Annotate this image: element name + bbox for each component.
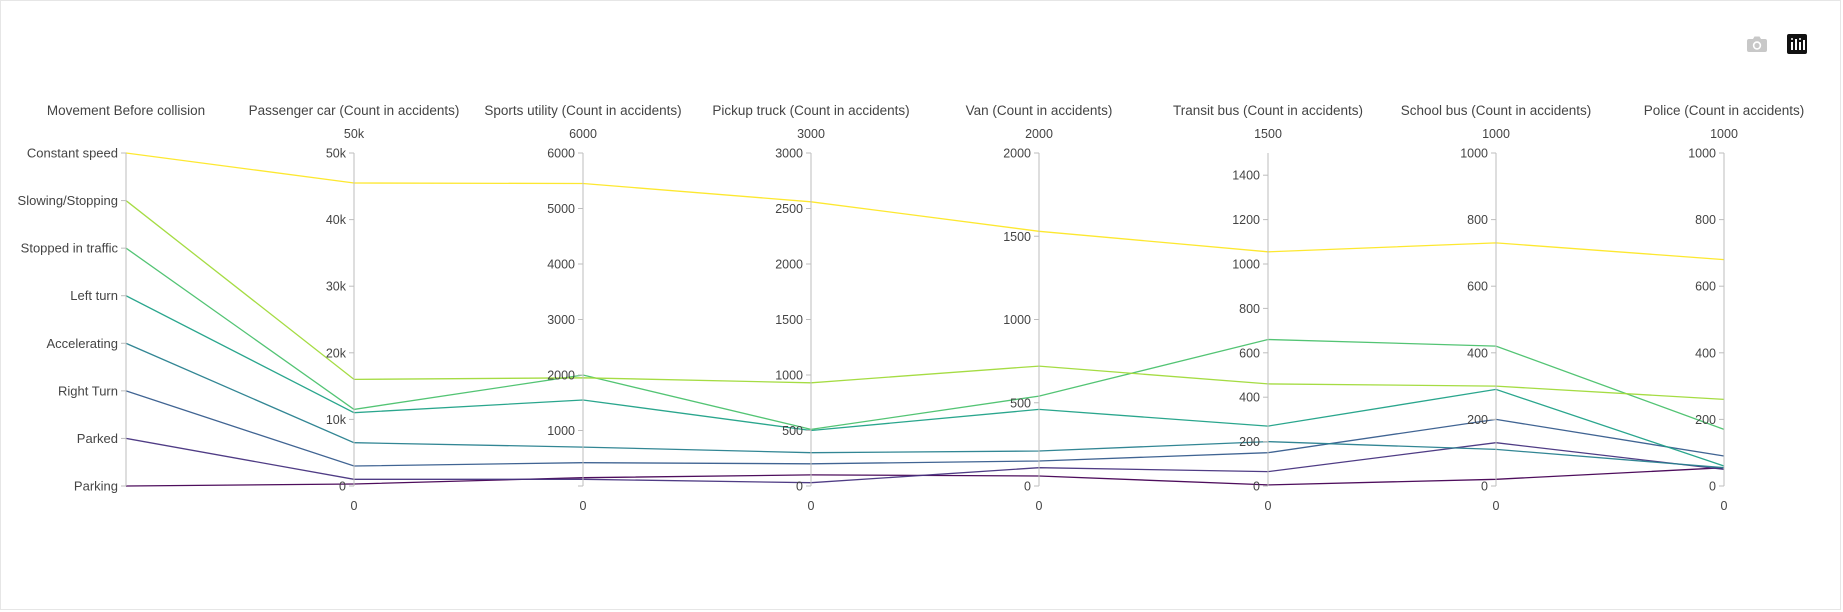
axis-6-tick-label: 0 (1253, 480, 1260, 494)
axis-8-range-max: 1000 (1710, 127, 1738, 141)
axis-2-tick-label: 20k (326, 346, 347, 360)
axis-5-tick-label: 1500 (1003, 230, 1031, 244)
axis-3-tick-label: 6000 (547, 147, 575, 161)
axis-1-tick-label: Left turn (70, 288, 118, 303)
axis-8-tick-label: 800 (1695, 213, 1716, 227)
axis-6-title: Transit bus (Count in accidents) (1173, 103, 1363, 118)
axis-6-range-max: 1500 (1254, 127, 1282, 141)
axis-1-tick-label: Parking (74, 479, 118, 494)
axis-5-tick-label: 2000 (1003, 147, 1031, 161)
axis-5-title: Van (Count in accidents) (966, 103, 1113, 118)
axis-7-tick-label: 800 (1467, 213, 1488, 227)
camera-icon-glyph (1747, 36, 1767, 52)
axis-4-title: Pickup truck (Count in accidents) (712, 103, 909, 118)
axis-8-tick-label: 400 (1695, 346, 1716, 360)
axis-3-tick-label: 2000 (547, 369, 575, 383)
modebar (1745, 32, 1809, 56)
axis-8-tick-label: 1000 (1688, 147, 1716, 161)
axis-3-tick-label: 1000 (547, 424, 575, 438)
axis-8-tick-label: 200 (1695, 413, 1716, 427)
axis-7-tick-label: 600 (1467, 280, 1488, 294)
axis-5-tick-label: 1000 (1003, 313, 1031, 327)
axis-1-title: Movement Before collision (47, 103, 205, 118)
axis-3-tick-label: 3000 (547, 313, 575, 327)
axis-4-tick-label: 3000 (775, 147, 803, 161)
axis-1-tick-label: Parked (77, 431, 118, 446)
camera-icon[interactable] (1745, 32, 1769, 56)
axis-1-tick-label: Stopped in traffic (21, 241, 119, 256)
axis-6-tick-label: 1200 (1232, 213, 1260, 227)
axis-5-tick-label: 500 (1010, 396, 1031, 410)
plotly-logo-glyph (1787, 34, 1807, 54)
axis-5-range-min: 0 (1036, 499, 1043, 513)
axis-3-tick-label: 4000 (547, 258, 575, 272)
axis-4-tick-label: 1500 (775, 313, 803, 327)
axis-6-tick-label: 1000 (1232, 258, 1260, 272)
axis-2-tick-label: 0 (339, 480, 346, 494)
data-line-constant-speed[interactable] (125, 152, 1725, 261)
axis-3-range-max: 6000 (569, 127, 597, 141)
axis-4-tick-label: 1000 (775, 369, 803, 383)
axis-2-tick-label: 30k (326, 280, 347, 294)
axis-6-tick-label: 600 (1239, 346, 1260, 360)
axis-6-tick-label: 200 (1239, 435, 1260, 449)
axis-7-tick-label: 400 (1467, 346, 1488, 360)
axis-4-tick-label: 2000 (775, 258, 803, 272)
axis-4-tick-label: 2500 (775, 202, 803, 216)
axis-6-range-min: 0 (1265, 499, 1272, 513)
axis-1-tick-label: Slowing/Stopping (18, 193, 118, 208)
axis-8-range-min: 0 (1721, 499, 1728, 513)
axis-7-range-min: 0 (1493, 499, 1500, 513)
axis-4-tick-label: 0 (796, 480, 803, 494)
axis-7-tick-label: 0 (1481, 480, 1488, 494)
axis-6-tick-label: 800 (1239, 302, 1260, 316)
axis-6-tick-label: 1400 (1232, 169, 1260, 183)
axis-2-range-min: 0 (351, 499, 358, 513)
axis-1-tick-label: Constant speed (27, 146, 118, 161)
axis-2-range-max: 50k (344, 127, 365, 141)
axis-2-tick-label: 40k (326, 213, 347, 227)
axis-7-range-max: 1000 (1482, 127, 1510, 141)
axis-3-range-min: 0 (580, 499, 587, 513)
axis-2-tick-label: 50k (326, 147, 347, 161)
data-line-left-turn[interactable] (125, 295, 1725, 467)
axis-1-tick-label: Accelerating (46, 336, 118, 351)
axis-6-tick-label: 400 (1239, 391, 1260, 405)
axis-5-range-max: 2000 (1025, 127, 1053, 141)
axis-1-tick-label: Right Turn (58, 383, 118, 398)
plotly-logo-icon[interactable] (1785, 32, 1809, 56)
axis-5-tick-label: 0 (1024, 480, 1031, 494)
data-line-stopped-in-traffic[interactable] (125, 247, 1725, 431)
axis-3-tick-label: 5000 (547, 202, 575, 216)
axis-7-title: School bus (Count in accidents) (1401, 103, 1592, 118)
axis-8-tick-label: 0 (1709, 480, 1716, 494)
axis-2-tick-label: 10k (326, 413, 347, 427)
axis-2-title: Passenger car (Count in accidents) (249, 103, 460, 118)
axis-7-tick-label: 1000 (1460, 147, 1488, 161)
data-line-slowing-stopping[interactable] (125, 200, 1725, 401)
data-line-accelerating[interactable] (125, 342, 1725, 469)
axis-4-range-min: 0 (808, 499, 815, 513)
axis-8-title: Police (Count in accidents) (1644, 103, 1805, 118)
axis-8-tick-label: 600 (1695, 280, 1716, 294)
axis-4-tick-label: 500 (782, 424, 803, 438)
axis-7-tick-label: 200 (1467, 413, 1488, 427)
data-line-right-turn[interactable] (125, 390, 1725, 467)
axis-3-title: Sports utility (Count in accidents) (484, 103, 681, 118)
axis-4-range-max: 3000 (797, 127, 825, 141)
